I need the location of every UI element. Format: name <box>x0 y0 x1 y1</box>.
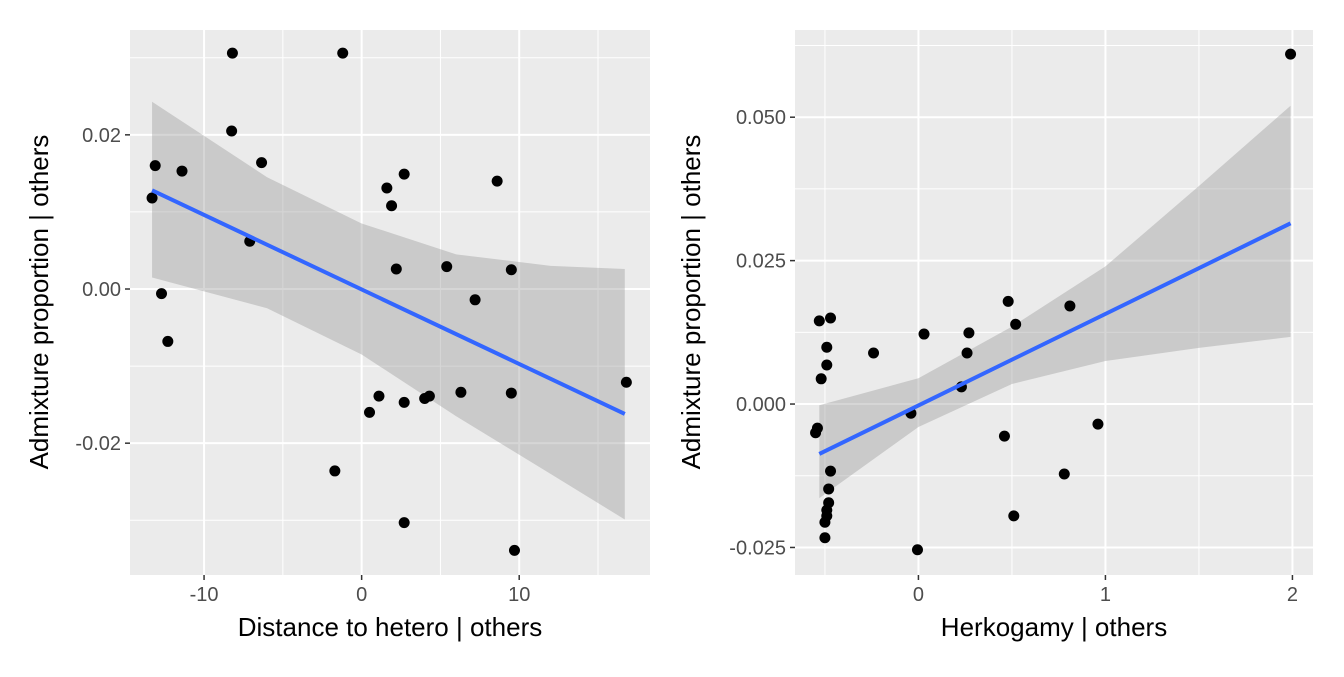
data-point <box>1058 468 1070 480</box>
data-point <box>373 390 385 402</box>
data-point <box>961 347 973 359</box>
x-tick-label: 0 <box>356 584 367 606</box>
data-point <box>455 386 467 398</box>
data-point <box>149 160 161 172</box>
x-tick-label: 10 <box>508 584 530 606</box>
data-point <box>337 47 349 59</box>
data-point <box>1092 418 1104 430</box>
data-point <box>998 430 1010 442</box>
data-point <box>911 544 923 556</box>
x-axis-title-left: Distance to hetero | others <box>238 612 542 642</box>
panel-0: -10 0 10 -0.02 0.00 0.02 <box>75 30 650 606</box>
data-point <box>505 387 517 399</box>
data-point <box>162 335 174 347</box>
data-point <box>386 200 398 212</box>
confidence-band <box>152 101 625 520</box>
y-axis-title-right: Admixture proportion | others <box>676 135 706 470</box>
data-point <box>821 359 833 371</box>
regression-line <box>151 188 626 416</box>
x-axis-title-right: Herkogamy | others <box>941 612 1167 642</box>
x-tick-label: 1 <box>1100 584 1111 606</box>
data-point <box>918 328 930 340</box>
data-point <box>810 427 822 439</box>
data-point <box>226 125 238 137</box>
data-point <box>815 373 827 385</box>
y-tick-label: 0.025 <box>736 251 786 273</box>
data-point <box>620 376 632 388</box>
data-point <box>823 483 835 495</box>
x-tick-label: -10 <box>190 584 219 606</box>
data-point <box>505 264 517 276</box>
x-tick-label: 2 <box>1287 584 1298 606</box>
panel-background <box>795 30 1313 575</box>
data-point <box>256 157 268 169</box>
data-point <box>821 341 833 353</box>
data-point <box>398 168 410 180</box>
y-tick-label: 0.000 <box>736 394 786 416</box>
data-point <box>819 532 831 544</box>
confidence-band <box>819 105 1291 499</box>
data-point <box>398 517 410 529</box>
data-point <box>1002 295 1014 307</box>
data-point <box>423 390 435 402</box>
data-point <box>1008 510 1020 522</box>
regression-line <box>818 221 1292 456</box>
y-tick-label: 0.00 <box>82 279 121 301</box>
data-point <box>398 396 410 408</box>
data-point <box>491 175 503 187</box>
y-tick-label: -0.02 <box>75 433 121 455</box>
data-point <box>441 261 453 273</box>
data-point <box>381 182 393 194</box>
data-point <box>390 263 402 275</box>
data-point <box>825 312 837 324</box>
data-point <box>156 288 168 300</box>
y-tick-label: -0.025 <box>729 537 786 559</box>
data-point <box>813 315 825 327</box>
y-axis-title-left: Admixture proportion | others <box>24 135 54 470</box>
data-point <box>508 544 520 556</box>
data-point <box>329 465 341 477</box>
data-point <box>146 192 158 204</box>
data-point <box>819 516 831 528</box>
data-point <box>825 465 837 477</box>
data-point <box>176 165 188 177</box>
data-point <box>226 47 238 59</box>
data-point <box>469 294 481 306</box>
data-point <box>1010 318 1022 330</box>
panel-1: 0 1 2 -0.025 0.000 0.025 0.050 <box>729 30 1313 606</box>
data-point <box>868 347 880 359</box>
data-point <box>963 327 975 339</box>
y-tick-label: 0.050 <box>736 107 786 129</box>
data-point <box>1285 48 1297 60</box>
data-point <box>364 406 376 418</box>
data-point <box>1064 300 1076 312</box>
y-tick-label: 0.02 <box>82 125 121 147</box>
x-tick-label: 0 <box>913 584 924 606</box>
